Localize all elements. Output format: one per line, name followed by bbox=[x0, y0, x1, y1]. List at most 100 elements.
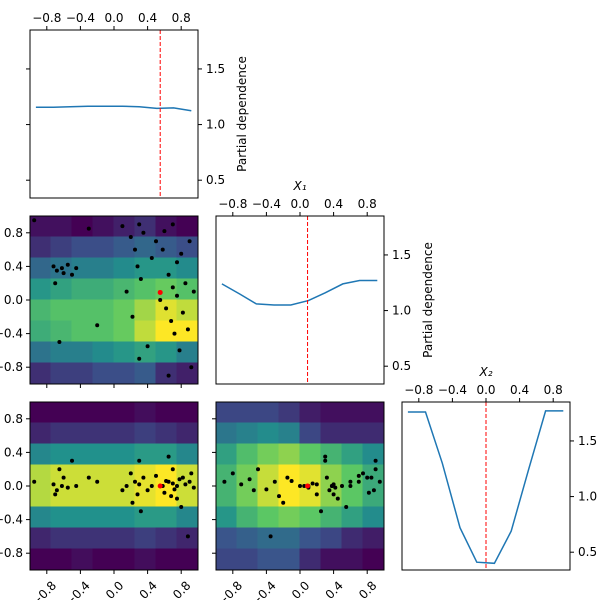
contour-cell bbox=[155, 341, 178, 364]
contour-cell bbox=[155, 257, 178, 280]
contour-cell bbox=[176, 362, 198, 384]
sample-point bbox=[191, 485, 196, 490]
contour-cell bbox=[50, 362, 73, 384]
sample-point bbox=[172, 331, 177, 336]
contour-cell bbox=[71, 506, 94, 529]
contour-cell bbox=[299, 548, 322, 570]
contour-cell bbox=[257, 443, 280, 466]
x-tick-label: −0.8 bbox=[215, 578, 246, 600]
contour-cell bbox=[155, 485, 178, 508]
contour-cell bbox=[299, 527, 322, 550]
contour-cell bbox=[362, 527, 384, 550]
sample-point bbox=[57, 340, 62, 344]
axes-frame bbox=[215, 215, 385, 385]
contour-cell bbox=[113, 299, 136, 322]
sample-point bbox=[264, 487, 269, 492]
contour-cell bbox=[299, 443, 322, 466]
contour-cell bbox=[176, 257, 198, 280]
partial-dependence-line bbox=[221, 279, 378, 306]
contour-cell bbox=[92, 362, 115, 384]
sample-point bbox=[183, 281, 188, 286]
contour-cell bbox=[30, 299, 52, 322]
contour-cell bbox=[176, 402, 198, 424]
contour-cell bbox=[92, 485, 115, 508]
contour-cell bbox=[216, 464, 238, 487]
sample-point bbox=[187, 479, 192, 484]
contour-cell bbox=[176, 299, 198, 322]
contour-cell bbox=[113, 362, 136, 384]
sample-point bbox=[373, 458, 378, 463]
contour-cell bbox=[278, 548, 301, 570]
sample-point bbox=[120, 224, 125, 229]
contour-cell bbox=[113, 341, 136, 364]
x-tick-label: 0.0 bbox=[290, 197, 309, 211]
x-tick-label: −0.8 bbox=[218, 197, 247, 211]
contour-cell bbox=[50, 527, 73, 550]
contour-cell bbox=[50, 422, 73, 445]
contour-cell bbox=[113, 257, 136, 280]
sample-point bbox=[137, 458, 142, 463]
contour-cell bbox=[176, 443, 198, 466]
contour-cell bbox=[134, 506, 157, 529]
y-tick-label: −0.8 bbox=[0, 360, 23, 374]
contour-cell bbox=[50, 548, 73, 570]
contour-cell bbox=[362, 422, 384, 445]
contour-cell bbox=[134, 485, 157, 508]
contour-cell bbox=[30, 548, 52, 570]
sample-point bbox=[170, 285, 175, 290]
sample-point bbox=[222, 479, 227, 484]
contour-cell bbox=[216, 485, 238, 508]
sample-point bbox=[74, 484, 79, 488]
x-tick-label: 0.4 bbox=[510, 383, 529, 397]
contour-cell bbox=[134, 216, 157, 238]
contour-cell bbox=[92, 527, 115, 550]
sample-point bbox=[366, 490, 371, 495]
contour-cell bbox=[278, 422, 301, 445]
sample-point bbox=[170, 222, 175, 227]
sample-point bbox=[54, 268, 59, 273]
contour-cell bbox=[71, 257, 94, 280]
contour-cell bbox=[320, 464, 343, 487]
contour-cell bbox=[299, 402, 322, 424]
sample-point bbox=[180, 475, 185, 480]
contour-cell bbox=[278, 464, 301, 487]
sample-point bbox=[128, 235, 133, 239]
contour-cell bbox=[299, 485, 322, 508]
sample-point bbox=[145, 344, 150, 349]
sample-point bbox=[133, 247, 137, 252]
contour-cell bbox=[134, 299, 157, 322]
contour-cell bbox=[50, 506, 73, 529]
contour-cell bbox=[278, 506, 301, 529]
sample-point bbox=[183, 482, 188, 487]
contour-cell bbox=[155, 443, 178, 466]
sample-point bbox=[133, 479, 137, 484]
sample-point bbox=[175, 260, 179, 265]
sample-point bbox=[340, 484, 344, 488]
y-axis-label: Partial dependence bbox=[421, 242, 435, 358]
contour-cell bbox=[257, 422, 280, 445]
contour-cell bbox=[155, 299, 178, 322]
sample-point bbox=[130, 500, 135, 505]
x-tick-label: 0.4 bbox=[324, 197, 343, 211]
partial-dependence-line bbox=[35, 105, 192, 112]
dimension-label: X₁ bbox=[292, 179, 306, 193]
y-tick-label: −0.4 bbox=[0, 327, 23, 341]
axes-frame bbox=[29, 29, 199, 199]
minimum-point bbox=[157, 289, 163, 295]
x-tick-label: 0.8 bbox=[356, 578, 379, 600]
contour-cell bbox=[92, 236, 115, 259]
sample-point bbox=[130, 314, 135, 319]
contour-cell bbox=[50, 341, 73, 364]
sample-point bbox=[120, 488, 125, 493]
contour-cell bbox=[30, 485, 52, 508]
contour-cell bbox=[113, 422, 136, 445]
x-tick-label: 0.8 bbox=[172, 11, 191, 25]
contour-cell bbox=[320, 485, 343, 508]
sample-point bbox=[170, 467, 175, 472]
contour-cell bbox=[341, 402, 364, 424]
sample-point bbox=[162, 229, 167, 234]
y-tick-label: 1.0 bbox=[578, 490, 597, 504]
contour-cell bbox=[176, 506, 198, 529]
sample-point bbox=[59, 266, 64, 271]
contour-cell bbox=[71, 443, 94, 466]
